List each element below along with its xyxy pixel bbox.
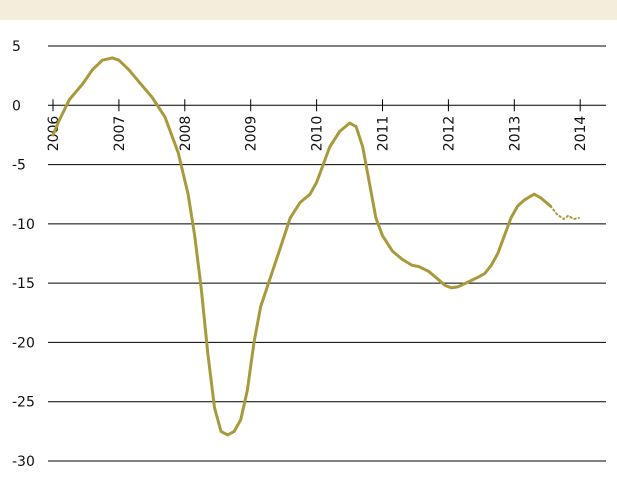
y-tick-label: -15 (12, 276, 35, 292)
series-line (51, 56, 552, 437)
x-tick-label: 2012 (441, 116, 457, 152)
y-tick-label: 5 (12, 39, 21, 55)
gridlines (48, 45, 606, 462)
series-lines (51, 56, 580, 437)
y-axis-ticks: 5 0 -5 -10 -15 -20 -25 -30 (12, 39, 35, 470)
x-tick-label: 2013 (507, 116, 523, 152)
x-tick-label: 2007 (112, 116, 128, 152)
y-tick-label: -30 (12, 454, 35, 470)
y-tick-label: -5 (12, 158, 26, 174)
header-band (0, 0, 617, 20)
y-tick-label: -25 (12, 395, 35, 411)
y-tick-label: -20 (12, 335, 35, 351)
x-tick-label: 2014 (573, 116, 589, 152)
x-tick-label: 2010 (310, 116, 326, 152)
x-tick-label: 2009 (244, 116, 260, 152)
series-line-projection (549, 205, 580, 221)
y-tick-label: 0 (12, 98, 21, 114)
y-tick-label: -10 (12, 217, 35, 233)
x-axis-ticks: 2006 2007 2008 2009 2010 2011 2012 2013 2014 (46, 99, 589, 151)
x-tick-label: 2011 (376, 116, 392, 152)
x-tick-label: 2008 (178, 116, 194, 152)
